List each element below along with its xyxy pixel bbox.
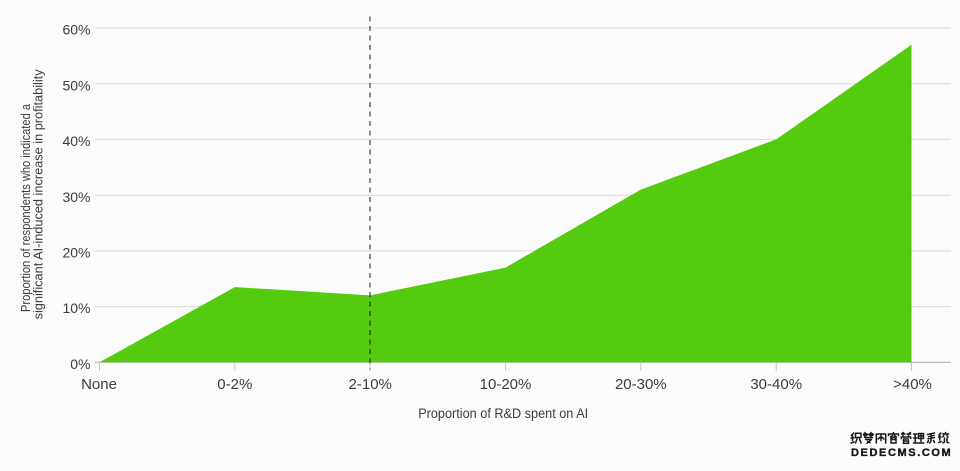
svg-text:50%: 50%	[62, 77, 90, 93]
svg-text:Proportion of R&D spent on AI: Proportion of R&D spent on AI	[418, 406, 588, 421]
svg-text:30%: 30%	[62, 189, 90, 205]
svg-text:20-30%: 20-30%	[615, 376, 667, 393]
svg-text:DEDECMS.COM: DEDECMS.COM	[851, 447, 952, 459]
svg-text:60%: 60%	[62, 22, 90, 38]
svg-text:2-10%: 2-10%	[349, 376, 392, 393]
svg-text:0-2%: 0-2%	[217, 376, 252, 393]
svg-text:Proportion of respondents who: Proportion of respondents who indicated …	[18, 103, 33, 312]
svg-text:None: None	[81, 376, 117, 393]
svg-text:30-40%: 30-40%	[750, 376, 802, 393]
svg-text:0%: 0%	[70, 356, 90, 372]
svg-text:40%: 40%	[62, 133, 90, 149]
svg-text:>40%: >40%	[893, 376, 932, 393]
svg-text:20%: 20%	[62, 245, 90, 261]
svg-text:10%: 10%	[62, 300, 90, 316]
svg-text:significant AI-induced increas: significant AI-induced increase in profi…	[31, 69, 46, 320]
svg-text:10-20%: 10-20%	[480, 376, 532, 393]
